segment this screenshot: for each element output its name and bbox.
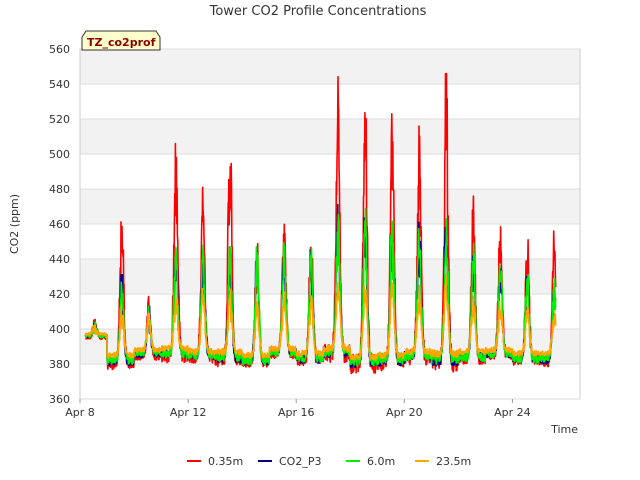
series-line-23-5m (84, 273, 557, 362)
x-tick-labels: Apr 8 Apr 12 Apr 16 Apr 20 Apr 24 (65, 399, 531, 419)
y-axis-label: CO2 (ppm) (8, 194, 21, 254)
gridlines (80, 48, 580, 400)
x-tick-label: Apr 24 (494, 406, 531, 419)
y-tick-label: 500 (49, 148, 70, 161)
y-tick-label: 480 (49, 183, 70, 196)
x-tick-label: Apr 8 (65, 406, 95, 419)
y-tick-label: 540 (49, 78, 70, 91)
y-tick-label: 460 (49, 218, 70, 231)
legend: 0.35m CO2_P3 6.0m 23.5m (187, 455, 471, 468)
y-tick-labels: 360 380 400 420 440 460 480 500 520 540 560 (49, 43, 70, 406)
x-tick-label: Apr 20 (386, 406, 423, 419)
legend-label: 6.0m (367, 455, 395, 468)
y-tick-label: 420 (49, 288, 70, 301)
series-lines (84, 72, 557, 375)
plot-band (80, 189, 580, 224)
y-tick-label: 400 (49, 323, 70, 336)
y-tick-label: 360 (49, 393, 70, 406)
plot-band (80, 49, 580, 84)
legend-label: CO2_P3 (279, 455, 321, 468)
x-tick-label: Apr 16 (278, 406, 315, 419)
tz-badge: TZ_co2prof (81, 30, 161, 51)
x-tick-label: Apr 12 (170, 406, 207, 419)
badge-label: TZ_co2prof (87, 36, 156, 49)
legend-label: 0.35m (208, 455, 243, 468)
legend-label: 23.5m (436, 455, 471, 468)
y-tick-label: 380 (49, 358, 70, 371)
plot-band (80, 119, 580, 154)
badge-background (81, 30, 161, 51)
plot-band (80, 259, 580, 294)
plot-bands (80, 49, 580, 364)
x-axis-label: Time (550, 423, 578, 436)
y-tick-label: 520 (49, 113, 70, 126)
y-tick-label: 560 (49, 43, 70, 56)
chart-title: Tower CO2 Profile Concentrations (209, 4, 427, 19)
y-tick-label: 440 (49, 253, 70, 266)
